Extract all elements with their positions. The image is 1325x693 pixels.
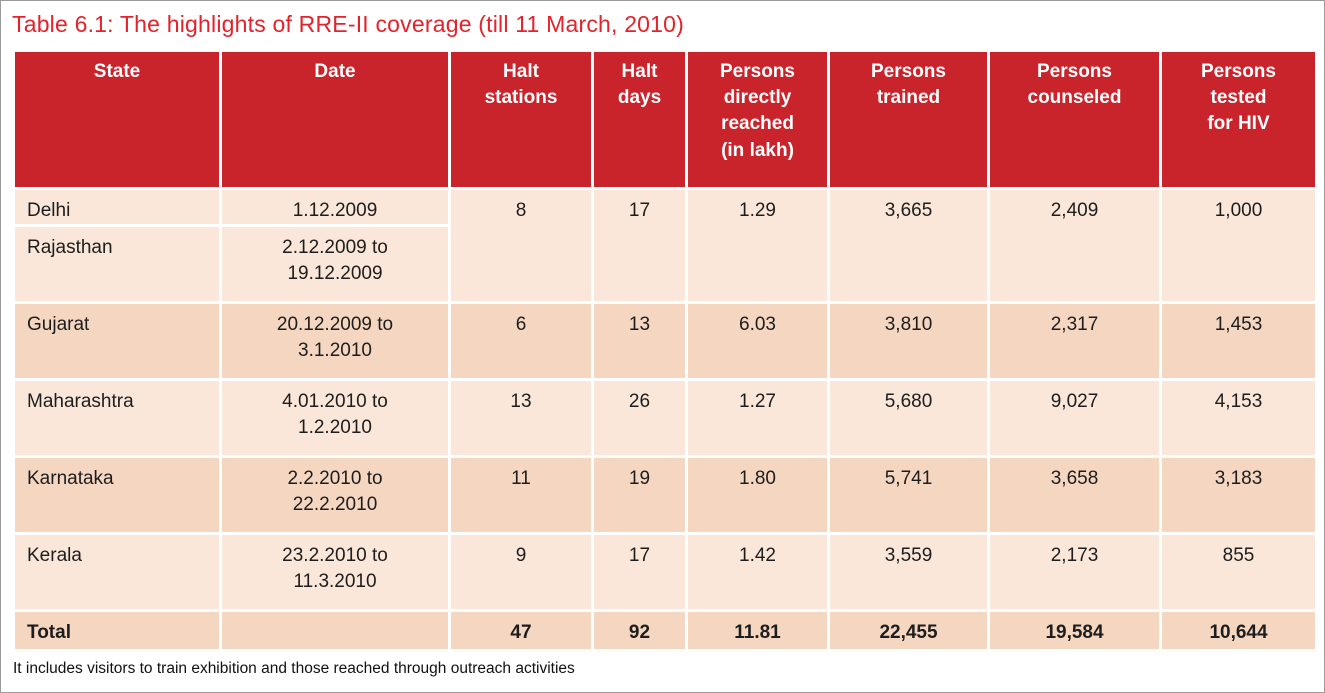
table-body: Delhi 1.12.2009 8 17 1.29 3,665 2,409 1,… <box>12 186 1318 653</box>
cell-total-persons-counseled: 19,584 <box>987 609 1162 653</box>
col-header-halt-days: Halt days <box>591 48 688 190</box>
col-header-persons-reached: Persons directly reached (in lakh) <box>685 48 830 190</box>
col-header-persons-tested: Persons tested for HIV <box>1159 48 1318 190</box>
cell-persons-reached: 1.42 <box>685 532 830 613</box>
cell-persons-tested: 3,183 <box>1159 455 1318 536</box>
cell-halt-days: 17 <box>591 532 688 613</box>
coverage-table: State Date Halt stations Halt days Perso… <box>12 48 1318 653</box>
cell-total-label: Total <box>12 609 222 653</box>
cell-date: 4.01.2010 to 1.2.2010 <box>219 378 451 459</box>
cell-date: 23.2.2010 to 11.3.2010 <box>219 532 451 613</box>
table-header: State Date Halt stations Halt days Perso… <box>12 48 1318 190</box>
cell-persons-counseled: 2,173 <box>987 532 1162 613</box>
cell-persons-reached: 1.27 <box>685 378 830 459</box>
cell-total-halt-days: 92 <box>591 609 688 653</box>
cell-persons-trained: 5,680 <box>827 378 990 459</box>
col-header-persons-trained: Persons trained <box>827 48 990 190</box>
col-header-halt-stations: Halt stations <box>448 48 594 190</box>
cell-state: Kerala <box>12 532 222 613</box>
cell-persons-tested: 4,153 <box>1159 378 1318 459</box>
cell-date: 2.12.2009 to 19.12.2009 <box>219 224 451 305</box>
cell-state: Maharashtra <box>12 378 222 459</box>
cell-persons-reached: 6.03 <box>685 301 830 382</box>
table-row-kerala: Kerala 23.2.2010 to 11.3.2010 9 17 1.42 … <box>12 532 1318 613</box>
cell-persons-trained: 3,810 <box>827 301 990 382</box>
cell-state: Delhi <box>12 186 222 228</box>
cell-total-halt-stations: 47 <box>448 609 594 653</box>
cell-persons-tested: 1,000 <box>1159 186 1318 305</box>
cell-persons-counseled: 2,409 <box>987 186 1162 305</box>
footnote: It includes visitors to train exhibition… <box>13 660 575 678</box>
cell-date: 2.2.2010 to 22.2.2010 <box>219 455 451 536</box>
col-header-persons-counseled: Persons counseled <box>987 48 1162 190</box>
cell-halt-stations: 8 <box>448 186 594 305</box>
table-total-row: Total 47 92 11.81 22,455 19,584 10,644 <box>12 609 1318 653</box>
cell-persons-trained: 3,559 <box>827 532 990 613</box>
cell-state: Gujarat <box>12 301 222 382</box>
cell-date: 1.12.2009 <box>219 186 451 228</box>
cell-persons-trained: 3,665 <box>827 186 990 305</box>
cell-persons-trained: 5,741 <box>827 455 990 536</box>
cell-halt-stations: 13 <box>448 378 594 459</box>
header-row: State Date Halt stations Halt days Perso… <box>12 48 1318 190</box>
table-row-delhi: Delhi 1.12.2009 8 17 1.29 3,665 2,409 1,… <box>12 186 1318 305</box>
cell-persons-tested: 1,453 <box>1159 301 1318 382</box>
table-row-karnataka: Karnataka 2.2.2010 to 22.2.2010 11 19 1.… <box>12 455 1318 536</box>
cell-halt-days: 19 <box>591 455 688 536</box>
cell-persons-reached: 1.80 <box>685 455 830 536</box>
cell-total-persons-reached: 11.81 <box>685 609 830 653</box>
cell-halt-days: 26 <box>591 378 688 459</box>
cell-persons-counseled: 3,658 <box>987 455 1162 536</box>
cell-total-persons-trained: 22,455 <box>827 609 990 653</box>
cell-halt-stations: 9 <box>448 532 594 613</box>
cell-state: Rajasthan <box>12 224 222 305</box>
table-row-maharashtra: Maharashtra 4.01.2010 to 1.2.2010 13 26 … <box>12 378 1318 459</box>
table-row-gujarat: Gujarat 20.12.2009 to 3.1.2010 6 13 6.03… <box>12 301 1318 382</box>
cell-total-date-empty <box>219 609 451 653</box>
cell-persons-reached: 1.29 <box>685 186 830 305</box>
cell-halt-days: 17 <box>591 186 688 305</box>
cell-persons-counseled: 2,317 <box>987 301 1162 382</box>
col-header-date: Date <box>219 48 451 190</box>
cell-halt-stations: 11 <box>448 455 594 536</box>
cell-state: Karnataka <box>12 455 222 536</box>
cell-date: 20.12.2009 to 3.1.2010 <box>219 301 451 382</box>
cell-persons-tested: 855 <box>1159 532 1318 613</box>
cell-halt-stations: 6 <box>448 301 594 382</box>
cell-total-persons-tested: 10,644 <box>1159 609 1318 653</box>
cell-persons-counseled: 9,027 <box>987 378 1162 459</box>
table-row-rajasthan: Rajasthan 2.12.2009 to 19.12.2009 <box>12 224 1317 305</box>
table-title: Table 6.1: The highlights of RRE-II cove… <box>12 11 685 37</box>
col-header-state: State <box>12 48 222 190</box>
cell-halt-days: 13 <box>591 301 688 382</box>
